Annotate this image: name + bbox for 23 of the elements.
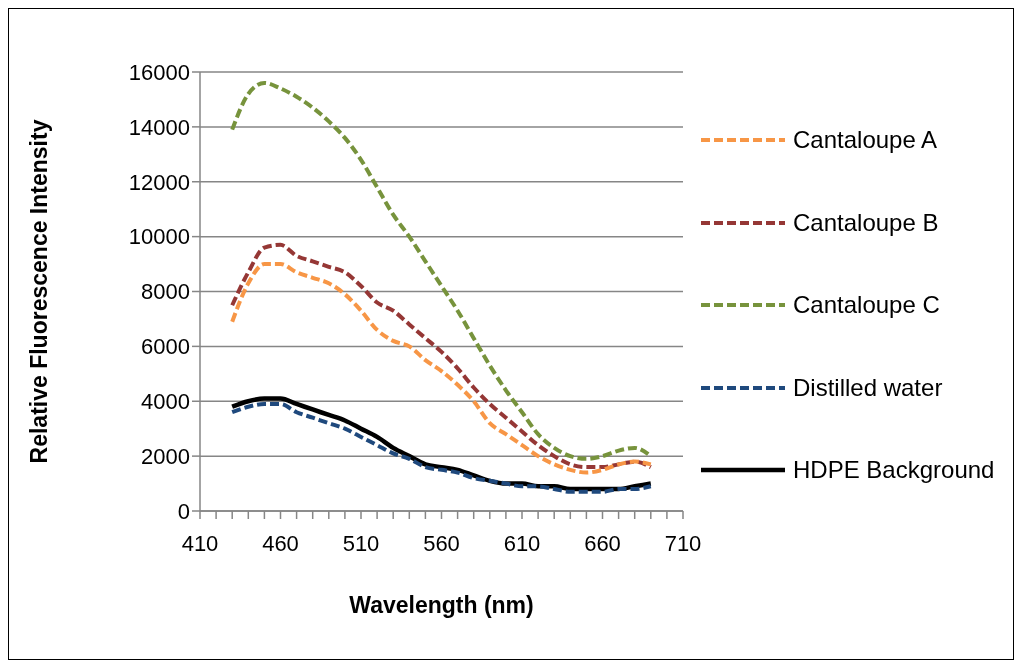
y-tick-label: 8000 xyxy=(141,279,190,305)
y-tick-label: 16000 xyxy=(128,59,190,85)
legend-label: Distilled water xyxy=(793,373,943,402)
x-tick-label: 410 xyxy=(181,530,219,556)
y-tick-label: 14000 xyxy=(128,114,190,140)
legend-label: Cantaloupe C xyxy=(793,291,940,320)
y-tick-label: 10000 xyxy=(128,224,190,250)
x-tick-label: 710 xyxy=(664,530,702,556)
x-tick-label: 460 xyxy=(262,530,299,556)
y-axis-title: Relative Fluorescence Intensity xyxy=(26,119,53,464)
y-tick-label: 6000 xyxy=(141,334,190,360)
legend-label: Cantaloupe B xyxy=(793,208,939,237)
y-tick-label: 12000 xyxy=(128,169,190,195)
y-tick-label: 2000 xyxy=(141,443,190,469)
x-tick-label: 560 xyxy=(423,530,460,556)
x-axis-title: Wavelength (nm) xyxy=(349,592,534,618)
y-tick-label: 0 xyxy=(177,498,190,524)
x-tick-label: 610 xyxy=(503,530,541,556)
y-tick-label: 4000 xyxy=(141,389,190,415)
legend-label: HDPE Background xyxy=(793,456,995,485)
legend-label: Cantaloupe A xyxy=(793,126,938,155)
x-tick-label: 510 xyxy=(342,530,380,556)
x-tick-label: 660 xyxy=(584,530,621,556)
